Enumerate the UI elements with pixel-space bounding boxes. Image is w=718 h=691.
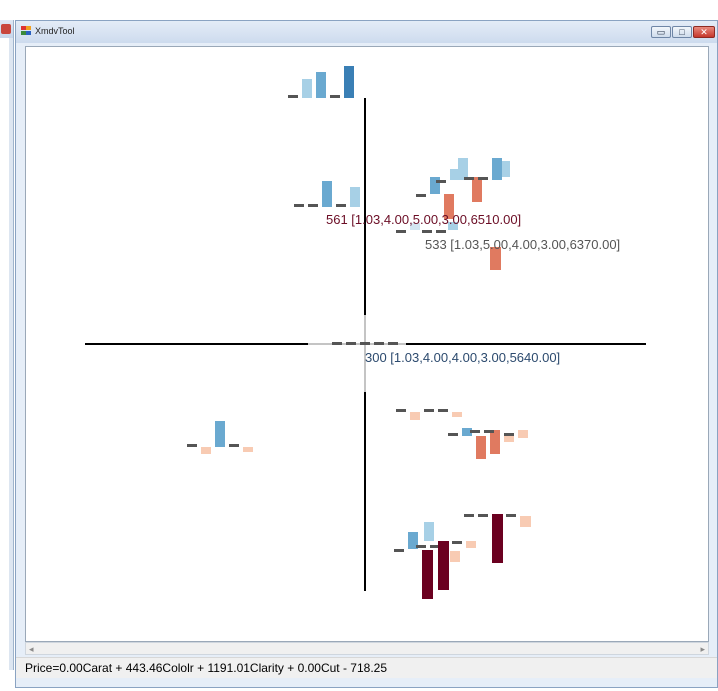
minimize-button[interactable]: ▭ (651, 26, 671, 38)
glyph-561-left[interactable] (294, 181, 360, 207)
glyph-bar (330, 95, 340, 98)
glyph-bar (294, 204, 304, 207)
maximize-button[interactable]: □ (672, 26, 692, 38)
glyph-lower-left[interactable] (187, 421, 253, 454)
glyph-bar (492, 514, 503, 563)
glyph-bar (450, 169, 460, 180)
background-window-scrollbar (9, 38, 13, 670)
glyph-bar (464, 177, 474, 180)
glyph-bar (464, 514, 474, 517)
glyph-bar (396, 409, 406, 412)
glyph-bar (336, 204, 346, 207)
glyph-lower-right-middle[interactable] (396, 409, 528, 459)
glyph-bar (492, 158, 502, 180)
glyph-canvas[interactable]: 561 [1.03,4.00,5.00,3.00,6510.00] 533 [1… (25, 46, 709, 642)
maximize-icon: □ (679, 27, 685, 37)
scroll-left-icon[interactable]: ◂ (29, 644, 34, 654)
glyph-bar (436, 180, 446, 183)
glyph-bar (438, 541, 449, 590)
glyph-bar (410, 223, 420, 230)
star-glyph-plot[interactable]: 561 [1.03,4.00,5.00,3.00,6510.00] 533 [1… (26, 47, 709, 642)
glyph-bar (450, 551, 460, 562)
glyph-bar (452, 541, 462, 544)
close-icon[interactable] (1, 24, 11, 34)
background-window-titlebar (0, 20, 13, 38)
glyph-bar (416, 194, 426, 197)
glyph-bar (452, 412, 462, 417)
glyph-bar (490, 247, 501, 270)
glyph-bar (187, 444, 197, 447)
glyph-bar (229, 444, 239, 447)
glyph-bar (458, 158, 468, 180)
glyph-bar (448, 433, 458, 436)
app-icon (21, 26, 31, 35)
glyph-bar (518, 430, 528, 438)
glyph-cluster-upper-right[interactable] (396, 158, 510, 270)
glyph-bar (476, 436, 486, 459)
glyph-bar (360, 342, 370, 345)
glyph-bar (430, 545, 440, 548)
glyph-bar (201, 447, 211, 454)
glyph-bar (350, 187, 360, 207)
close-button[interactable]: ✕ (693, 26, 715, 38)
glyph-bar (322, 181, 332, 207)
glyph-bar (438, 409, 448, 412)
glyph-bar (302, 79, 312, 98)
glyph-bar (410, 412, 420, 420)
glyph-bar (396, 230, 406, 233)
regression-formula: Price=0.00Carat + 443.46Cololr + 1191.01… (25, 661, 388, 675)
glyph-bar (408, 532, 418, 549)
glyph-bar (472, 177, 482, 202)
glyph-bar (478, 177, 488, 180)
glyph-bar (504, 436, 514, 442)
glyph-bar (462, 428, 472, 436)
glyph-bar (243, 447, 253, 452)
scroll-right-icon[interactable]: ▸ (700, 644, 705, 654)
close-icon: ✕ (700, 27, 708, 37)
glyph-bar (424, 409, 434, 412)
xmdvtool-window: XmdvTool ▭ □ ✕ (15, 20, 718, 688)
horizontal-scrollbar[interactable]: ◂ ▸ (25, 642, 709, 655)
glyph-bar (520, 516, 531, 527)
glyph-bar (288, 95, 298, 98)
glyph-bar (308, 204, 318, 207)
glyph-bar (422, 230, 432, 233)
glyph-bar (444, 194, 454, 219)
status-bar: Price=0.00Carat + 443.46Cololr + 1191.01… (16, 657, 717, 678)
glyph-bar (466, 541, 476, 548)
glyph-top[interactable] (288, 66, 354, 98)
label-561: 561 [1.03,4.00,5.00,3.00,6510.00] (326, 212, 521, 227)
glyph-bar (344, 66, 354, 98)
glyph-bar (316, 72, 326, 98)
glyph-bar (215, 421, 225, 447)
glyph-bottom-right[interactable] (394, 514, 531, 599)
glyph-bar (502, 161, 510, 177)
glyph-300-center[interactable] (332, 342, 398, 345)
glyph-bar (484, 430, 494, 433)
glyph-bar (422, 550, 433, 599)
glyph-bar (448, 222, 458, 230)
title-bar[interactable]: XmdvTool ▭ □ ✕ (16, 21, 717, 43)
glyph-bar (332, 342, 342, 345)
glyph-bar (374, 342, 384, 345)
glyph-bar (506, 514, 516, 517)
glyph-bar (416, 545, 426, 548)
window-title: XmdvTool (35, 26, 75, 36)
minimize-icon: ▭ (656, 27, 666, 37)
glyph-bar (346, 342, 356, 345)
glyph-bar (388, 342, 398, 345)
glyph-bar (424, 522, 434, 541)
glyph-bar (504, 433, 514, 436)
label-300: 300 [1.03,4.00,4.00,3.00,5640.00] (365, 350, 560, 365)
glyph-bar (394, 549, 404, 552)
glyph-bar (430, 177, 440, 194)
glyph-bar (478, 514, 488, 517)
glyph-bar (490, 430, 500, 454)
glyph-bar (470, 430, 480, 433)
background-window (0, 20, 14, 670)
label-533: 533 [1.03,5.00,4.00,3.00,6370.00] (425, 237, 620, 252)
glyph-bar (436, 230, 446, 233)
